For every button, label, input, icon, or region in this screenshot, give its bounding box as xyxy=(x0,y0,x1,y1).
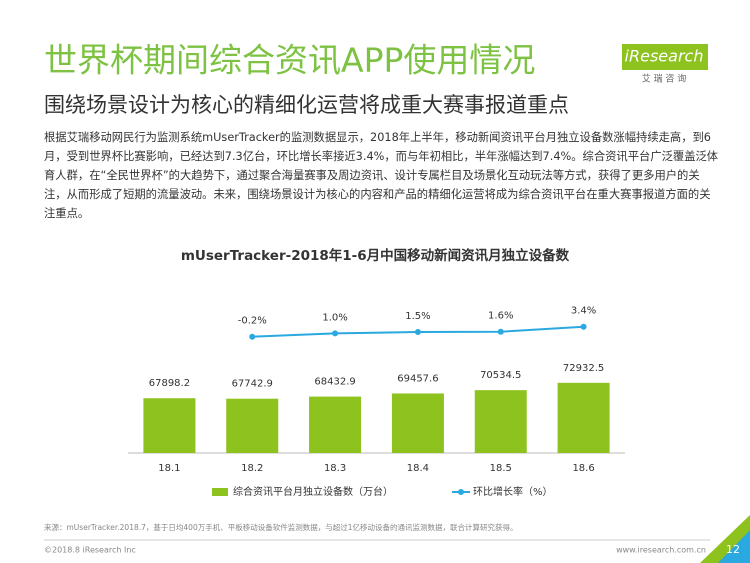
logo-sub: 艾 瑞 咨 询 xyxy=(642,73,687,85)
line-point xyxy=(497,328,504,335)
bar-label: 72932.5 xyxy=(563,363,604,374)
bar xyxy=(309,396,362,453)
x-tick-label: 18.5 xyxy=(490,463,512,474)
slide-title: 世界杯期间综合资讯APP使用情况 xyxy=(44,41,535,80)
line-label: 1.0% xyxy=(322,312,347,323)
x-tick-label: 18.6 xyxy=(572,463,594,474)
line-point xyxy=(249,333,256,340)
bar-label: 69457.6 xyxy=(397,373,438,384)
bar xyxy=(557,382,610,453)
slide-subtitle: 围绕场景设计为核心的精细化运营将成重大赛事报道重点 xyxy=(44,93,569,117)
copyright: ©2018.8 iResearch Inc xyxy=(44,546,136,555)
paragraph: 根据艾瑞移动网民行为监测系统mUserTracker的监测数据显示，2018年上… xyxy=(44,131,719,220)
corner-2 xyxy=(718,530,750,563)
x-tick-label: 18.1 xyxy=(158,463,180,474)
bar xyxy=(391,393,444,453)
x-tick-label: 18.3 xyxy=(324,463,346,474)
legend-dot xyxy=(458,489,464,495)
chart-title: mUserTracker-2018年1-6月中国移动新闻资讯月独立设备数 xyxy=(181,247,570,264)
bar-label: 67742.9 xyxy=(232,379,273,390)
logo-box xyxy=(622,44,708,70)
bar xyxy=(226,398,279,453)
url: www.iresearch.com.cn xyxy=(616,546,706,555)
bar-label: 68432.9 xyxy=(314,377,355,388)
x-tick-label: 18.4 xyxy=(407,463,429,474)
x-tick-label: 18.2 xyxy=(241,463,263,474)
legend-swatch xyxy=(212,488,228,496)
line-point xyxy=(580,323,587,330)
bar-label: 70534.5 xyxy=(480,370,521,381)
legend-label: 环比增长率（%） xyxy=(473,485,553,498)
bar xyxy=(474,390,527,453)
line-label: 1.6% xyxy=(488,311,513,322)
source: 来源：mUserTracker.2018.7，基于日均400万手机、平板移动设备… xyxy=(44,522,517,532)
bar xyxy=(143,398,196,453)
page-number: 12 xyxy=(726,543,740,556)
line-label: 1.5% xyxy=(405,311,430,322)
bar-label: 67898.2 xyxy=(149,378,190,389)
line-point xyxy=(332,330,339,337)
line-label: 3.4% xyxy=(571,306,596,317)
logo: iResearch xyxy=(625,47,704,66)
legend-label: 综合资讯平台月独立设备数（万台） xyxy=(233,485,393,498)
line-point xyxy=(414,328,421,335)
line-label: -0.2% xyxy=(238,316,267,327)
